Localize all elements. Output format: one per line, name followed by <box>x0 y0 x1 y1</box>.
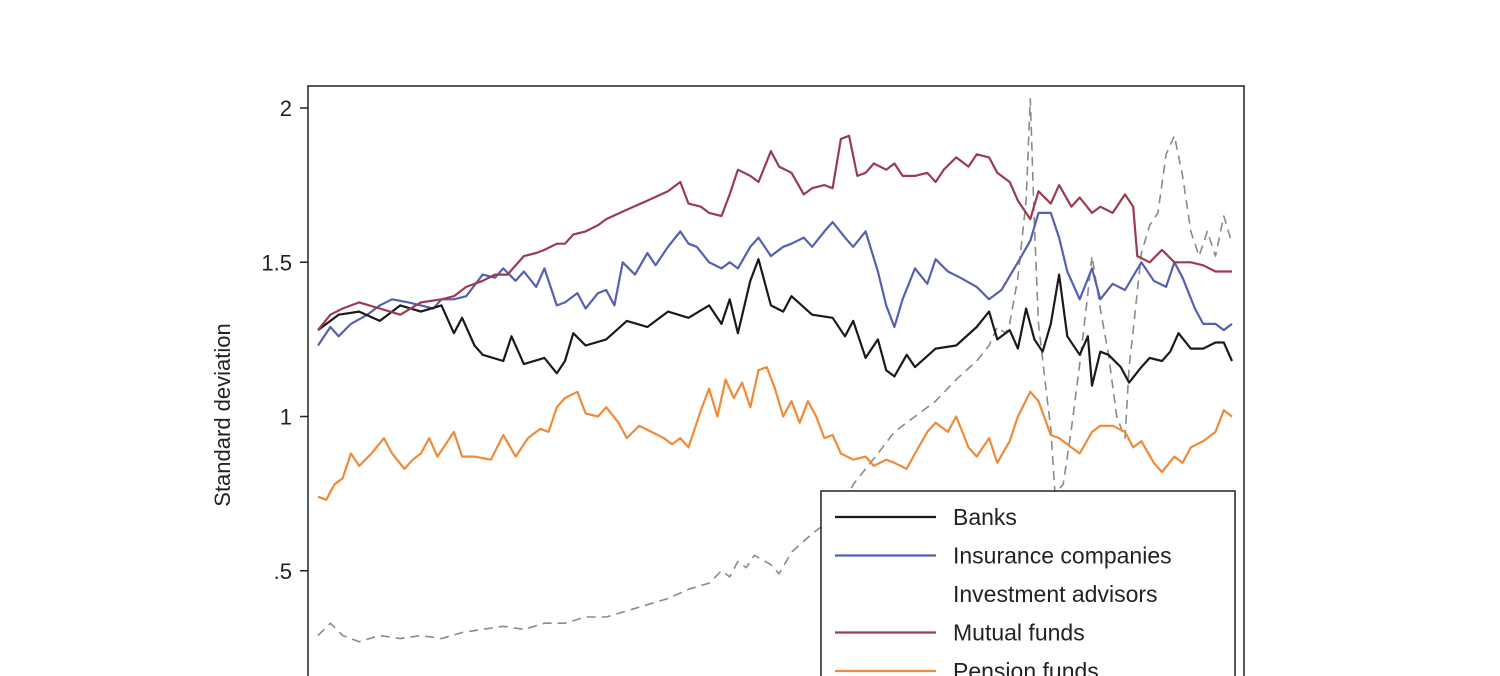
series-line-investment-advisors <box>317 97 1233 643</box>
legend-label: Insurance companies <box>953 543 1172 569</box>
y-axis: 21.51.5 <box>261 96 308 584</box>
series-layer <box>317 97 1234 643</box>
series-line-mutual-funds <box>317 134 1232 331</box>
y-tick-label: .5 <box>274 559 292 584</box>
series-line-pension-funds <box>317 366 1233 501</box>
legend-label: Banks <box>953 504 1017 530</box>
legend-label: Investment advisors <box>953 581 1158 607</box>
legend-box <box>820 490 1236 676</box>
legend-label: Mutual funds <box>953 620 1085 646</box>
plot-frame <box>307 85 1245 676</box>
y-tick-label: 1 <box>280 405 292 430</box>
legend-label: Pension funds <box>953 658 1099 676</box>
series-line-banks <box>317 258 1234 387</box>
legend: Banks Insurance companies Investment advis… <box>820 490 1236 676</box>
y-tick-label: 1.5 <box>261 250 292 275</box>
y-axis-title: Standard deviation <box>210 323 235 506</box>
y-tick-label: 2 <box>280 96 292 121</box>
series-line-insurance-companies <box>317 211 1233 347</box>
